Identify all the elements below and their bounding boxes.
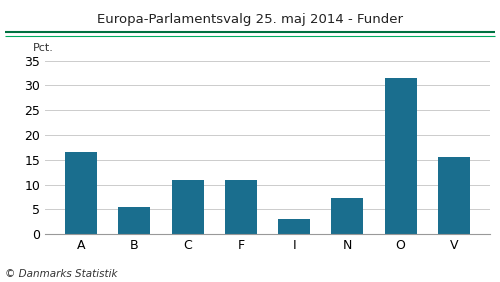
Bar bbox=[332, 199, 364, 234]
Text: Europa-Parlamentsvalg 25. maj 2014 - Funder: Europa-Parlamentsvalg 25. maj 2014 - Fun… bbox=[97, 13, 403, 26]
Bar bbox=[438, 157, 470, 234]
Bar bbox=[384, 78, 416, 234]
Bar bbox=[65, 152, 97, 234]
Bar bbox=[225, 180, 257, 234]
Text: Pct.: Pct. bbox=[34, 43, 54, 53]
Bar bbox=[172, 180, 203, 234]
Bar bbox=[118, 207, 150, 234]
Text: © Danmarks Statistik: © Danmarks Statistik bbox=[5, 269, 117, 279]
Bar bbox=[278, 219, 310, 234]
